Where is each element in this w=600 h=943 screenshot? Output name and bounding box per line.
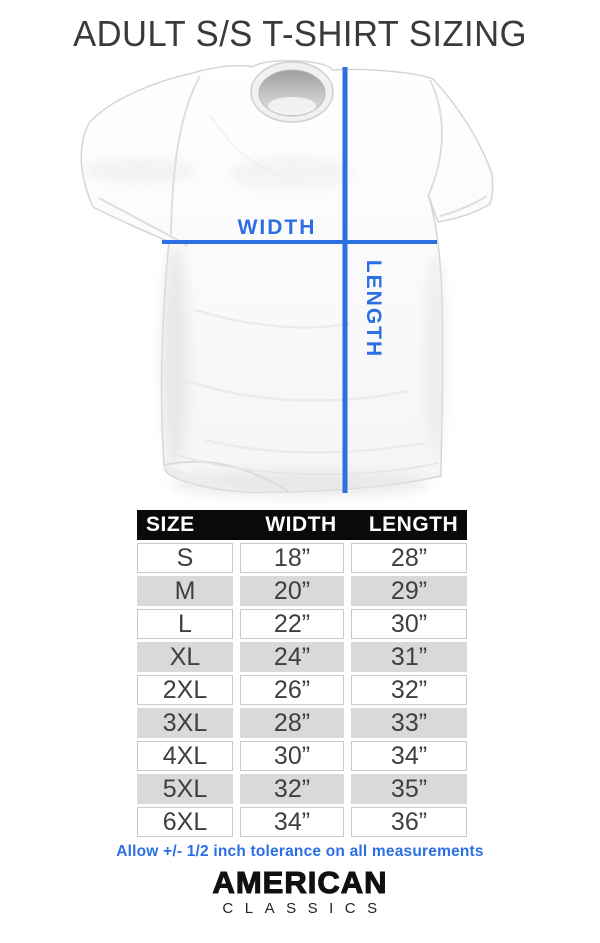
- length-cell: 32”: [351, 675, 467, 705]
- size-cell: M: [137, 576, 233, 606]
- table-row: 4XL 30” 34”: [137, 741, 467, 771]
- length-cell: 36”: [351, 807, 467, 837]
- length-cell: 35”: [351, 774, 467, 804]
- width-cell: 24”: [240, 642, 344, 672]
- width-cell: 32”: [240, 774, 344, 804]
- tolerance-note: Allow +/- 1/2 inch tolerance on all meas…: [116, 843, 484, 860]
- header-length: LENGTH: [368, 513, 459, 536]
- size-cell: 3XL: [137, 708, 233, 738]
- length-cell: 33”: [351, 708, 467, 738]
- width-cell: 22”: [240, 609, 344, 639]
- table-row: 5XL 32” 35”: [137, 774, 467, 804]
- width-cell: 18”: [240, 543, 344, 573]
- size-cell: L: [137, 609, 233, 639]
- table-row: S 18” 28”: [137, 543, 467, 573]
- page-title: ADULT S/S T-SHIRT SIZING: [73, 13, 527, 54]
- size-cell: 2XL: [137, 675, 233, 705]
- width-cell: 30”: [240, 741, 344, 771]
- size-table: SIZE WIDTH LENGTH S 18” 28” M 20” 29” L …: [137, 510, 467, 837]
- brand-name-classics: CLASSICS: [222, 900, 389, 917]
- width-cell: 20”: [240, 576, 344, 606]
- width-label: WIDTH: [238, 216, 317, 239]
- size-cell: 5XL: [137, 774, 233, 804]
- header-width: WIDTH: [265, 513, 337, 536]
- collar: [250, 61, 334, 123]
- tshirt-figure: WIDTH LENGTH: [80, 59, 494, 497]
- tshirt-illustration: [80, 59, 494, 497]
- hem-stitch: [170, 452, 439, 475]
- table-row: 6XL 34” 36”: [137, 807, 467, 837]
- table-row: L 22” 30”: [137, 609, 467, 639]
- table-row: 3XL 28” 33”: [137, 708, 467, 738]
- width-cell: 28”: [240, 708, 344, 738]
- brand-logo: AMERICAN CLASSICS: [0, 865, 600, 918]
- measurement-overlay: WIDTH LENGTH: [162, 67, 437, 493]
- table-row: 2XL 26” 32”: [137, 675, 467, 705]
- width-cell: 26”: [240, 675, 344, 705]
- table-row: M 20” 29”: [137, 576, 467, 606]
- table-header-row: SIZE WIDTH LENGTH: [137, 510, 467, 540]
- hem-fold: [164, 465, 272, 493]
- length-cell: 34”: [351, 741, 467, 771]
- size-cell: XL: [137, 642, 233, 672]
- size-cell: S: [137, 543, 233, 573]
- length-cell: 30”: [351, 609, 467, 639]
- header-size: SIZE: [146, 513, 195, 536]
- width-cell: 34”: [240, 807, 344, 837]
- length-label: LENGTH: [362, 260, 385, 358]
- length-cell: 31”: [351, 642, 467, 672]
- table-row: XL 24” 31”: [137, 642, 467, 672]
- wrinkles: [184, 114, 426, 454]
- length-cell: 28”: [351, 543, 467, 573]
- size-cell: 6XL: [137, 807, 233, 837]
- size-cell: 4XL: [137, 741, 233, 771]
- length-cell: 29”: [351, 576, 467, 606]
- brand-name-american: AMERICAN: [212, 865, 388, 900]
